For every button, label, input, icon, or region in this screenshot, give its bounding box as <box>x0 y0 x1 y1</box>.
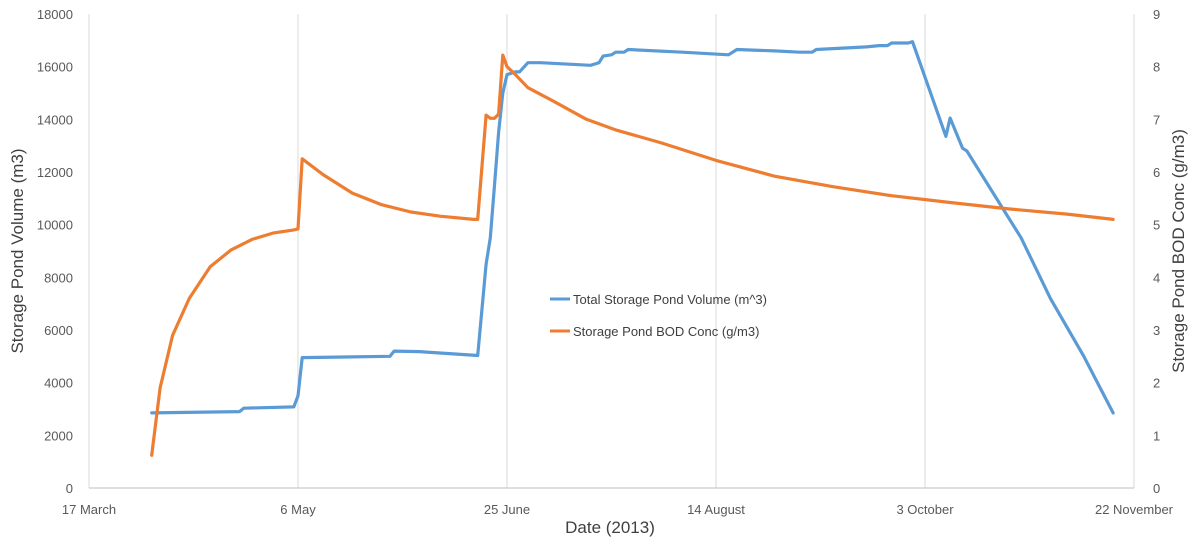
y-right-tick-label: 5 <box>1153 218 1160 233</box>
series-layer <box>150 40 1115 457</box>
y-right-tick-label: 9 <box>1153 7 1160 22</box>
y-left-tick-label: 12000 <box>37 165 73 180</box>
y-right-tick-label: 0 <box>1153 481 1160 496</box>
x-tick-label: 14 August <box>687 502 745 517</box>
y-left-tick-label: 6000 <box>44 323 73 338</box>
x-tick-label: 17 March <box>62 502 116 517</box>
y-right-tick-label: 2 <box>1153 376 1160 391</box>
x-tick-label: 6 May <box>280 502 316 517</box>
x-tick-label: 3 October <box>896 502 954 517</box>
y-right-tick-label: 3 <box>1153 323 1160 338</box>
y-right-tick-label: 8 <box>1153 60 1160 75</box>
y-left-tick-label: 18000 <box>37 7 73 22</box>
y-left-axis-title: Storage Pond Volume (m3) <box>8 148 27 353</box>
y-right-tick-labels: 0 1 2 3 4 5 6 7 8 9 <box>1153 7 1160 496</box>
y-left-tick-label: 16000 <box>37 60 73 75</box>
y-left-tick-labels: 0 2000 4000 6000 8000 10000 12000 14000 16000 180… <box>37 7 73 496</box>
series-line-bod <box>150 53 1115 457</box>
x-axis-title: Date (2013) <box>565 518 655 537</box>
y-right-tick-label: 4 <box>1153 270 1160 285</box>
legend-label-volume: Total Storage Pond Volume (m^3) <box>573 292 767 307</box>
y-right-axis-title: Storage Pond BOD Conc (g/m3) <box>1169 129 1188 373</box>
legend-label-bod: Storage Pond BOD Conc (g/m3) <box>573 324 759 339</box>
grid <box>88 14 1135 488</box>
y-left-tick-label: 14000 <box>37 112 73 127</box>
y-left-tick-label: 10000 <box>37 218 73 233</box>
y-left-tick-label: 8000 <box>44 270 73 285</box>
y-right-tick-label: 7 <box>1153 112 1160 127</box>
y-left-tick-label: 4000 <box>44 376 73 391</box>
legend: Total Storage Pond Volume (m^3) Storage … <box>550 292 767 339</box>
x-tick-label: 22 November <box>1095 502 1174 517</box>
y-left-tick-label: 0 <box>66 481 73 496</box>
y-right-tick-label: 1 <box>1153 428 1160 443</box>
y-right-tick-label: 6 <box>1153 165 1160 180</box>
series-line-volume <box>150 40 1115 415</box>
y-left-tick-label: 2000 <box>44 428 73 443</box>
x-tick-label: 25 June <box>484 502 530 517</box>
x-tick-labels: 17 March 6 May 25 June 14 August 3 October 22… <box>62 502 1174 517</box>
